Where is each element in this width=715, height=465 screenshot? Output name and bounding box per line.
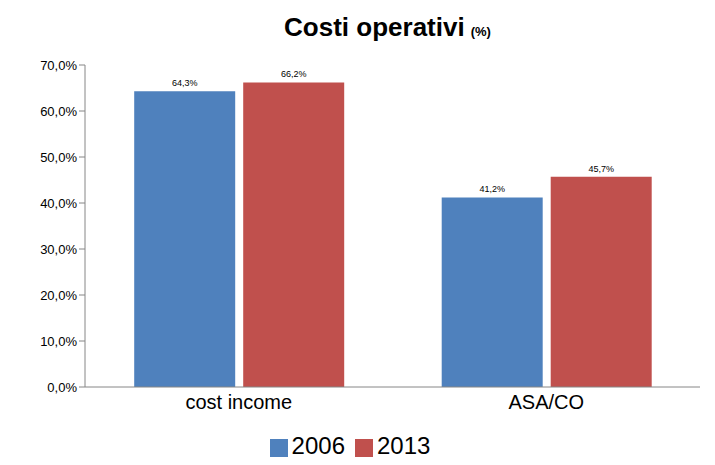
svg-text:64,3%: 64,3%	[172, 78, 198, 88]
svg-text:41,2%: 41,2%	[479, 184, 505, 194]
svg-text:40,0%: 40,0%	[40, 196, 77, 211]
svg-text:60,0%: 60,0%	[40, 104, 77, 119]
svg-text:70,0%: 70,0%	[40, 58, 77, 73]
svg-text:10,0%: 10,0%	[40, 334, 77, 349]
svg-text:cost income: cost income	[185, 391, 292, 413]
html-text:2006: 2006	[291, 432, 345, 459]
svg-text:0,0%: 0,0%	[47, 380, 77, 395]
svg-text:66,2%: 66,2%	[281, 69, 307, 79]
html-text:Costi operativi (%): Costi operativi (%)	[284, 12, 491, 42]
svg-text:ASA/CO: ASA/CO	[508, 391, 584, 413]
svg-text:20,0%: 20,0%	[40, 288, 77, 303]
svg-text:30,0%: 30,0%	[40, 242, 77, 257]
html-text:2013: 2013	[377, 432, 431, 459]
svg-text:45,7%: 45,7%	[588, 164, 614, 174]
svg-text:50,0%: 50,0%	[40, 150, 77, 165]
